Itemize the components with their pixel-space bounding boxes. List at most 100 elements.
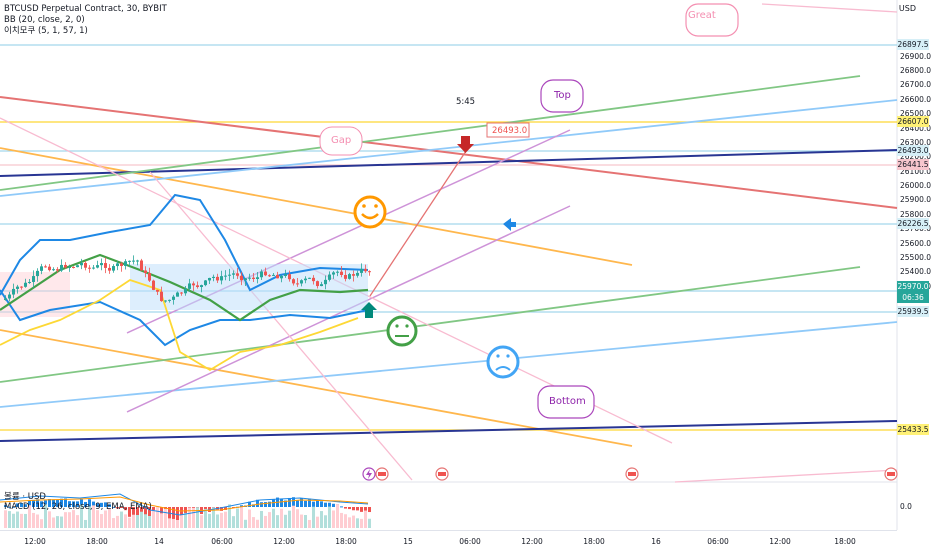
candle-body[interactable] [136, 260, 139, 262]
price-label[interactable]: 06:36 [897, 292, 929, 303]
top-callout[interactable] [540, 79, 584, 113]
bb-lower-band[interactable] [0, 289, 369, 347]
candle-body[interactable] [284, 274, 287, 276]
candle-body[interactable] [328, 274, 331, 280]
candle-body[interactable] [112, 266, 115, 271]
green-trendline[interactable] [0, 266, 861, 383]
candle-body[interactable] [60, 264, 63, 271]
candle-body[interactable] [332, 272, 335, 275]
candle-body[interactable] [316, 281, 319, 287]
orange-trendline[interactable] [0, 329, 633, 447]
price-label[interactable]: 26607.0 [897, 116, 929, 127]
candle-body[interactable] [148, 273, 151, 281]
candle-body[interactable] [28, 281, 31, 283]
candle-body[interactable] [36, 270, 39, 277]
candle-body[interactable] [96, 265, 99, 268]
candle-body[interactable] [232, 273, 235, 275]
candle-body[interactable] [360, 268, 363, 273]
arrow-down-icon[interactable] [457, 136, 474, 153]
candle-body[interactable] [12, 288, 15, 295]
target-arrow-line[interactable] [369, 147, 469, 297]
candle-body[interactable] [132, 260, 135, 262]
candle-body[interactable] [268, 275, 271, 277]
candle-body[interactable] [236, 273, 239, 276]
bb-basis[interactable] [0, 253, 369, 322]
candle-body[interactable] [344, 274, 347, 279]
candle-body[interactable] [320, 284, 323, 287]
candle-body[interactable] [172, 296, 175, 300]
candle-body[interactable] [248, 277, 251, 279]
candle-body[interactable] [240, 275, 243, 281]
candle-body[interactable] [144, 270, 147, 274]
navy-trendline[interactable] [0, 149, 898, 177]
price-label[interactable]: 26897.5 [897, 39, 929, 50]
candle-body[interactable] [124, 261, 127, 266]
candle-body[interactable] [304, 278, 307, 281]
candle-body[interactable] [56, 269, 59, 271]
candle-body[interactable] [164, 300, 167, 302]
candle-body[interactable] [352, 274, 355, 276]
great-callout[interactable] [685, 3, 739, 37]
pink-trendline[interactable] [674, 469, 898, 483]
candle-body[interactable] [292, 279, 295, 284]
candle-body[interactable] [324, 279, 327, 285]
candle-body[interactable] [68, 267, 71, 269]
candle-body[interactable] [176, 292, 179, 297]
red-trendline[interactable] [0, 96, 898, 209]
smiley-neutral-icon[interactable] [386, 315, 418, 347]
candle-body[interactable] [160, 291, 163, 302]
pink-trendline[interactable] [149, 171, 413, 481]
candle-body[interactable] [48, 266, 51, 271]
candle-body[interactable] [192, 283, 195, 286]
candle-body[interactable] [300, 280, 303, 284]
candle-body[interactable] [204, 280, 207, 286]
candle-body[interactable] [140, 260, 143, 271]
candle-body[interactable] [24, 282, 27, 287]
candle-body[interactable] [188, 283, 191, 289]
bb-upper-band[interactable] [0, 193, 369, 296]
orange-trendline[interactable] [0, 147, 633, 266]
currency-label[interactable]: USD [898, 4, 916, 13]
candle-body[interactable] [196, 285, 199, 288]
candle-body[interactable] [64, 264, 67, 268]
candle-body[interactable] [280, 275, 283, 279]
price-label[interactable]: 26493.0 [897, 145, 929, 156]
candle-body[interactable] [288, 274, 291, 280]
candle-body[interactable] [368, 271, 371, 273]
candle-body[interactable] [312, 277, 315, 282]
candle-body[interactable] [156, 289, 159, 292]
candle-body[interactable] [4, 298, 7, 300]
green-trendline[interactable] [0, 75, 861, 191]
candle-body[interactable] [340, 271, 343, 275]
gap-callout[interactable] [319, 126, 363, 156]
price-label[interactable]: 25970.0 [897, 281, 929, 292]
smiley-happy-icon[interactable] [353, 195, 387, 229]
candle-body[interactable] [244, 278, 247, 281]
candle-body[interactable] [224, 275, 227, 277]
bottom-callout[interactable] [537, 385, 595, 419]
candle-body[interactable] [208, 277, 211, 281]
candle-body[interactable] [180, 292, 183, 294]
navy-trendline[interactable] [0, 420, 898, 442]
blue-trendline[interactable] [0, 99, 898, 197]
candle-body[interactable] [104, 263, 107, 268]
pink-trendline[interactable] [761, 3, 898, 13]
candle-body[interactable] [348, 274, 351, 279]
candle-body[interactable] [228, 274, 231, 276]
legend-symbol[interactable]: BTCUSD Perpetual Contract, 30, BYBIT [4, 4, 167, 14]
price-label[interactable]: 26441.5 [897, 159, 929, 170]
time-axis[interactable]: 12:00 18:00 14 06:00 12:00 18:00 15 06:00 12:00 1… [0, 530, 897, 551]
arrow-up-icon[interactable] [361, 302, 377, 318]
candle-body[interactable] [76, 265, 79, 268]
candle-body[interactable] [200, 285, 203, 288]
candle-body[interactable] [16, 286, 19, 289]
price-axis[interactable]: 26900.0 26800.0 26700.0 26600.0 26500.0 26400… [897, 0, 932, 530]
blue-trendline[interactable] [0, 321, 898, 408]
candle-body[interactable] [252, 277, 255, 279]
candle-body[interactable] [8, 294, 11, 299]
candle-body[interactable] [276, 274, 279, 279]
candle-body[interactable] [184, 288, 187, 294]
candle-body[interactable] [308, 277, 311, 279]
candle-body[interactable] [256, 277, 259, 279]
